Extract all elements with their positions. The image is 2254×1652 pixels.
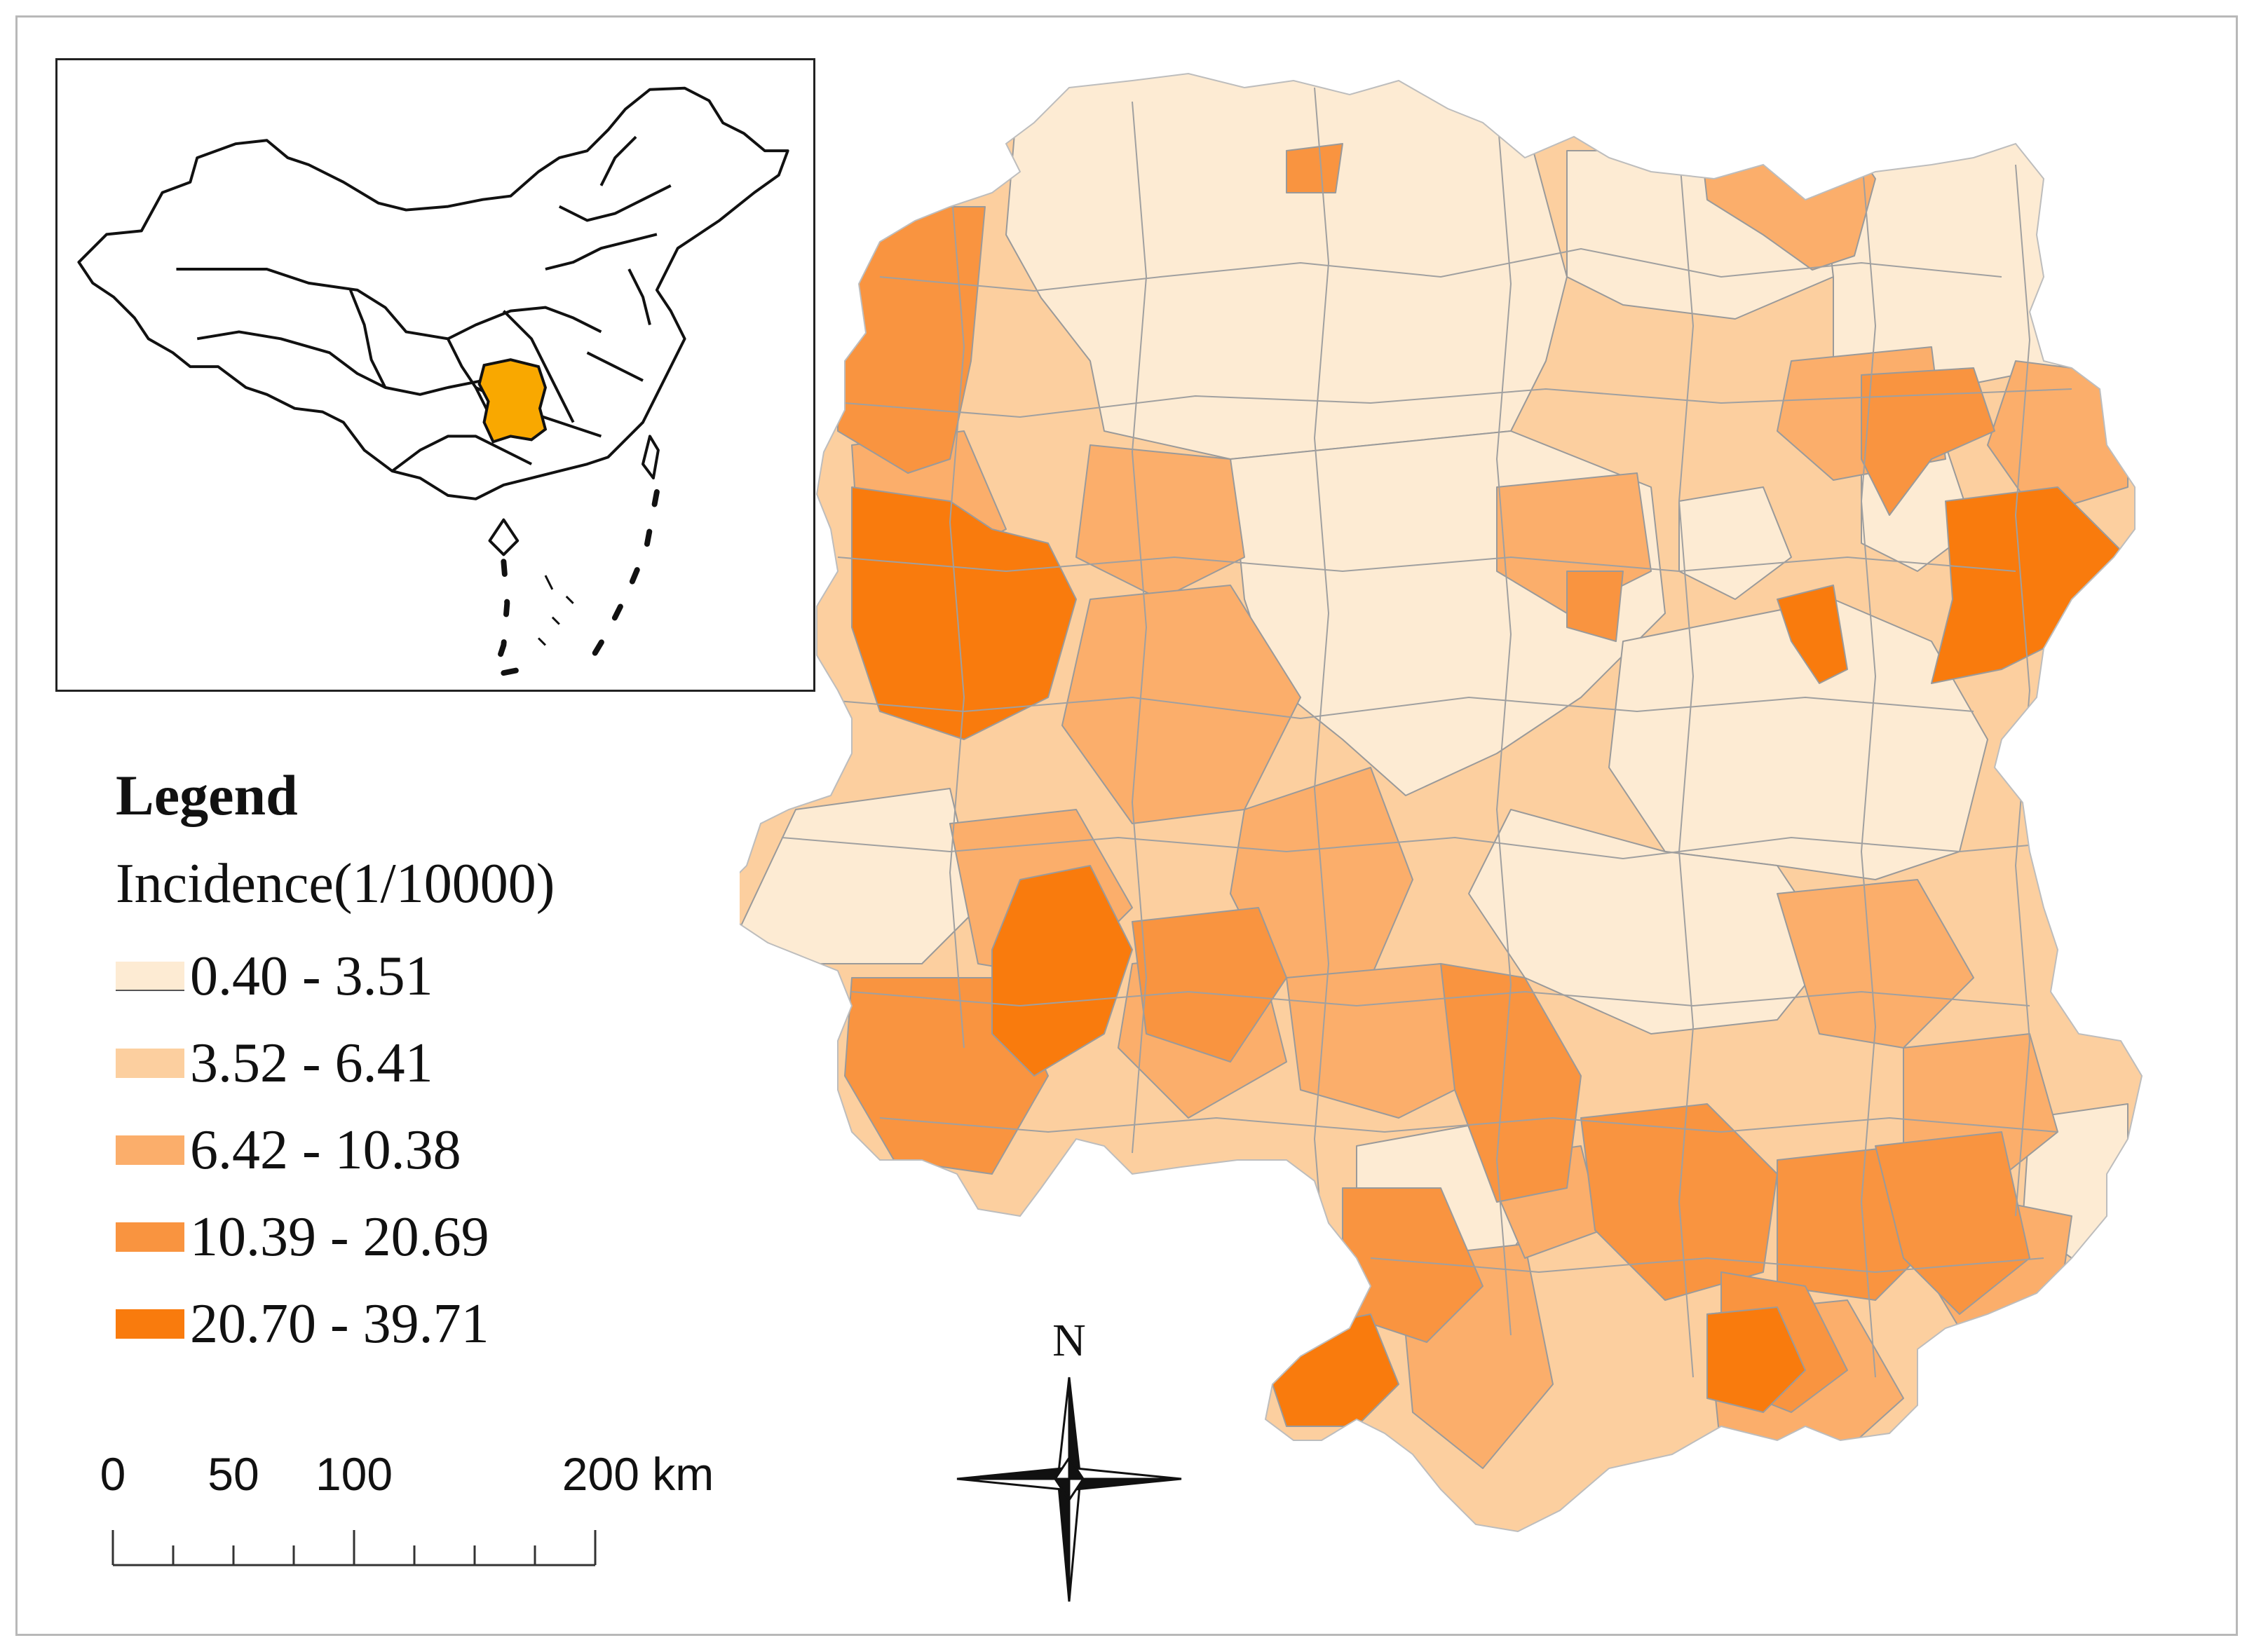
legend-label: 0.40 - 3.51 — [190, 945, 433, 1007]
legend-item: 20.70 - 39.71 — [116, 1281, 555, 1367]
legend-label: 20.70 - 39.71 — [190, 1292, 489, 1355]
legend-swatch — [116, 1222, 184, 1252]
north-label: N — [1052, 1315, 1086, 1366]
legend-item: 0.40 - 3.51 — [116, 933, 555, 1020]
legend-label: 6.42 - 10.38 — [190, 1119, 461, 1181]
scale-label-0: 0 — [100, 1448, 126, 1500]
legend-item: 6.42 - 10.38 — [116, 1107, 555, 1194]
legend-item: 10.39 - 20.69 — [116, 1194, 555, 1281]
scale-label-50: 50 — [208, 1448, 259, 1500]
legend-swatch — [116, 962, 184, 991]
map-figure: Legend Incidence(1/10000) 0.40 - 3.51 3.… — [15, 15, 2238, 1636]
scale-bar: 0 50 100 200 km — [95, 1447, 714, 1574]
compass-rose-icon — [956, 1377, 1182, 1602]
legend-title: Legend — [116, 763, 298, 827]
hunan-choropleth-map — [740, 67, 2233, 1574]
county-regions — [740, 72, 2143, 1533]
scale-label-200: 200 km — [562, 1448, 714, 1500]
hunan-highlight — [477, 358, 548, 444]
legend-label: 3.52 - 6.41 — [190, 1032, 433, 1094]
scale-label-100: 100 — [315, 1448, 393, 1500]
legend-swatch — [116, 1309, 184, 1339]
legend-subtitle: Incidence(1/10000) — [116, 853, 555, 915]
legend: Legend Incidence(1/10000) 0.40 - 3.51 3.… — [116, 760, 555, 1367]
scale-bar-ticks — [111, 1530, 597, 1566]
legend-swatch — [116, 1049, 184, 1078]
legend-item: 3.52 - 6.41 — [116, 1020, 555, 1107]
legend-label: 10.39 - 20.69 — [190, 1206, 489, 1268]
china-inset-map — [55, 58, 815, 692]
china-outline — [77, 86, 789, 676]
legend-swatch — [116, 1135, 184, 1165]
north-arrow: N — [950, 1314, 1188, 1609]
